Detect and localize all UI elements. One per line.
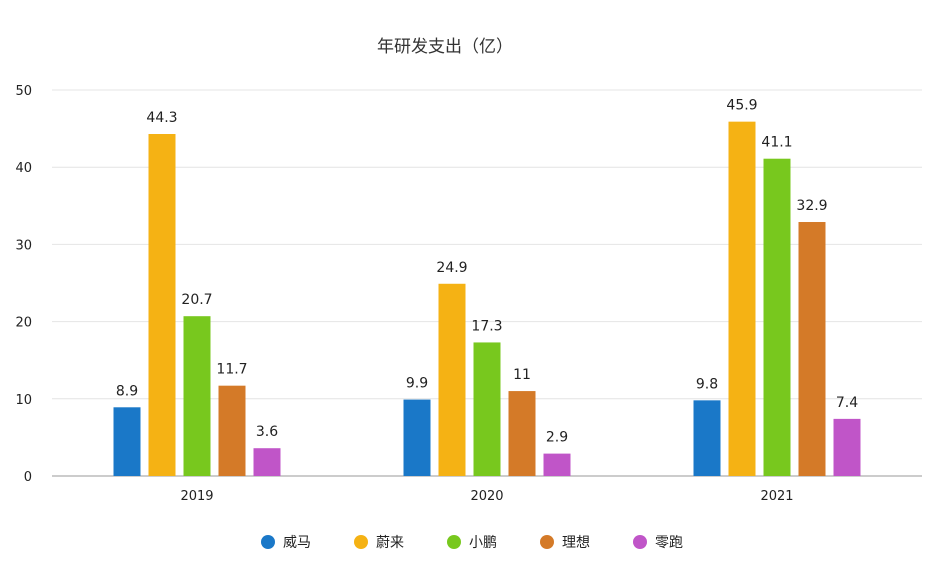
bar	[183, 316, 211, 476]
y-tick-label: 10	[15, 393, 32, 408]
y-tick-label: 50	[15, 84, 32, 99]
y-tick-label: 20	[15, 316, 32, 331]
legend-item-label[interactable]: 蔚来	[376, 535, 404, 551]
bars	[113, 121, 861, 476]
y-tick-label: 40	[15, 161, 32, 176]
bar	[543, 453, 571, 476]
legend-item-label[interactable]: 威马	[283, 535, 311, 551]
x-tick-label: 2020	[470, 489, 503, 504]
legend-marker[interactable]	[447, 535, 461, 549]
bar	[473, 342, 501, 476]
bar	[438, 283, 466, 476]
data-label: 2.9	[546, 430, 568, 446]
data-label: 11	[513, 367, 531, 383]
legend-item-label[interactable]: 零跑	[655, 535, 683, 551]
legend-marker[interactable]	[261, 535, 275, 549]
axes: 0 10 20 30 40 50 2019 2020 2021	[15, 84, 793, 504]
bar	[113, 407, 141, 476]
legend-marker[interactable]	[354, 535, 368, 549]
x-tick-label: 2021	[760, 489, 793, 504]
legend-item-label[interactable]: 小鹏	[469, 535, 497, 551]
data-label: 11.7	[216, 362, 247, 378]
data-label: 3.6	[256, 424, 278, 440]
data-label: 17.3	[471, 318, 502, 334]
data-label: 32.9	[796, 198, 827, 214]
bar	[833, 418, 861, 476]
legend-item-label[interactable]: 理想	[562, 535, 590, 551]
bar	[508, 391, 536, 476]
data-label: 9.8	[696, 376, 718, 392]
bar	[218, 385, 246, 476]
bar	[728, 121, 756, 476]
bar	[148, 134, 176, 476]
y-tick-label: 30	[15, 238, 32, 253]
bar	[253, 448, 281, 476]
bar	[693, 400, 721, 476]
bar	[798, 222, 826, 476]
legend-marker[interactable]	[540, 535, 554, 549]
bar	[763, 158, 791, 476]
x-tick-label: 2019	[180, 489, 213, 504]
data-label: 45.9	[726, 98, 757, 114]
data-labels: 8.9 44.3 20.7 11.7 3.6 9.9 24.9 17.3 11 2.9 9.8 45.…	[116, 98, 858, 446]
y-tick-label: 0	[24, 470, 32, 485]
bar	[403, 399, 431, 476]
legend-marker[interactable]	[633, 535, 647, 549]
chart-title: 年研发支出（亿）	[377, 37, 513, 57]
data-label: 41.1	[761, 135, 792, 151]
data-label: 44.3	[146, 110, 177, 126]
legend: 威马 蔚来 小鹏 理想 零跑	[261, 535, 683, 551]
data-label: 8.9	[116, 383, 138, 399]
data-label: 9.9	[406, 376, 428, 392]
data-label: 24.9	[436, 260, 467, 276]
data-label: 20.7	[181, 292, 212, 308]
data-label: 7.4	[836, 395, 858, 411]
